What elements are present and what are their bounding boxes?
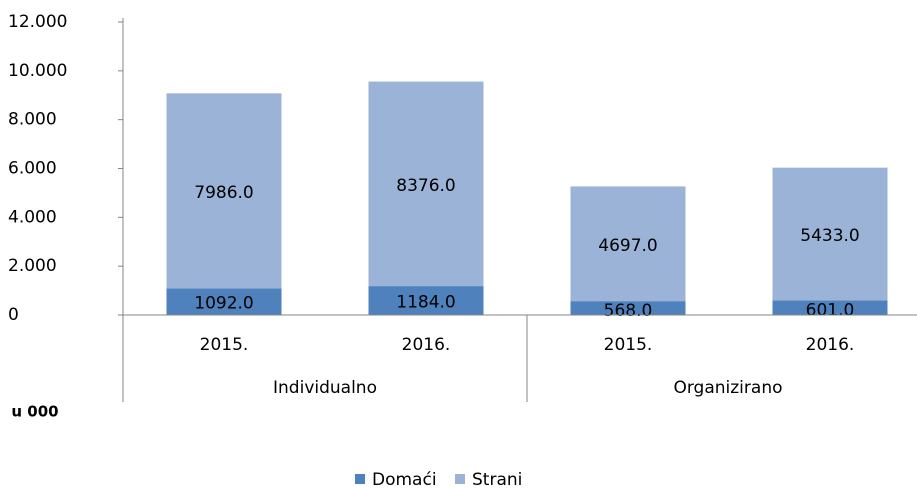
y-tick-label: 2.000 xyxy=(8,256,57,276)
x-tick-label: 2015. xyxy=(200,335,249,355)
data-label: 601.0 xyxy=(806,300,855,320)
group-label: Individualno xyxy=(273,378,377,398)
group-label: Organizirano xyxy=(673,378,782,398)
bar-segment xyxy=(570,301,686,315)
x-tick-label: 2015. xyxy=(604,335,653,355)
annotation: u 000 xyxy=(11,403,58,421)
bar-segment xyxy=(166,288,282,315)
bar-segment xyxy=(368,81,484,287)
y-tick-label: 6.000 xyxy=(8,159,57,179)
x-tick-label: 2016. xyxy=(402,335,451,355)
bar-segment xyxy=(166,93,282,289)
data-label: 7986.0 xyxy=(194,183,253,203)
data-label: 4697.0 xyxy=(598,236,657,256)
data-label: 8376.0 xyxy=(396,176,455,196)
bar-segment xyxy=(570,186,686,302)
legend-label: Domaći xyxy=(372,470,437,490)
data-label: 568.0 xyxy=(604,301,653,321)
legend-label: Strani xyxy=(472,470,522,490)
bar-segment xyxy=(772,167,888,301)
legend-swatch xyxy=(455,474,465,484)
y-tick-label: 0 xyxy=(8,305,19,325)
data-label: 5433.0 xyxy=(800,226,859,246)
y-tick-label: 10.000 xyxy=(8,61,67,81)
data-label: 1184.0 xyxy=(396,293,455,313)
y-tick-label: 12.000 xyxy=(8,12,67,32)
bar-segment xyxy=(772,300,888,315)
legend-swatch xyxy=(355,474,365,484)
data-label: 1092.0 xyxy=(194,294,253,314)
bar-segment xyxy=(368,286,484,315)
y-tick-label: 8.000 xyxy=(8,110,57,130)
y-tick-label: 4.000 xyxy=(8,207,57,227)
x-tick-label: 2016. xyxy=(806,335,855,355)
